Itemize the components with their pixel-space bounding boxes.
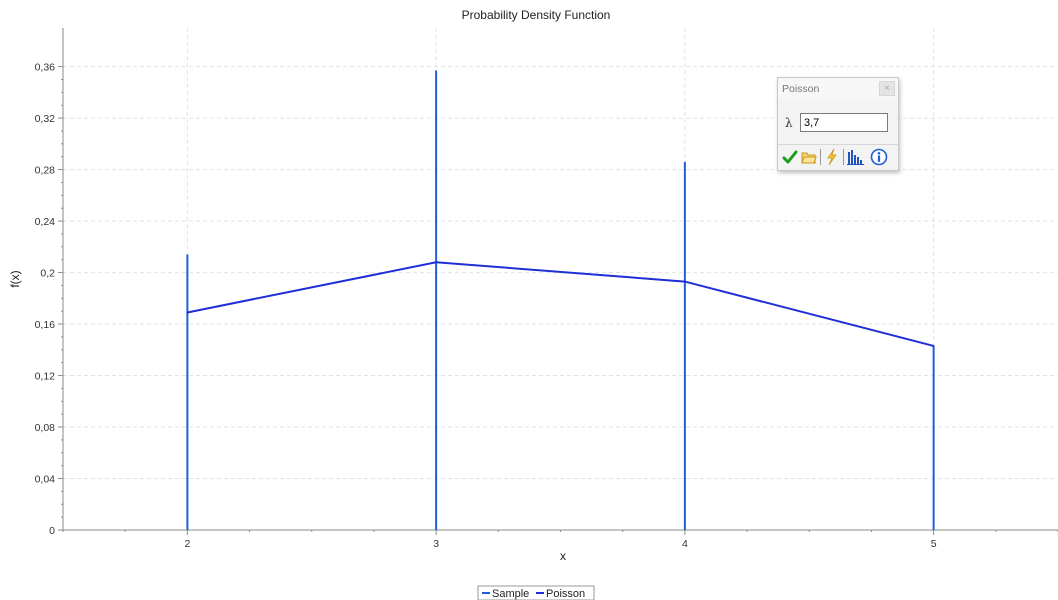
lightning-icon[interactable]: [824, 148, 840, 166]
toolbar-separator: [843, 149, 844, 165]
y-tick-label: 0,08: [35, 422, 56, 434]
distribution-panel: Poisson × λ: [777, 77, 899, 171]
grid: [63, 28, 1058, 530]
series: [186, 70, 935, 530]
lambda-input[interactable]: [800, 113, 888, 132]
panel-divider: [778, 144, 898, 145]
poisson-line: [187, 261, 934, 347]
ticks: 0 0,04 0,08 0,12 0,16 0,2 0,24 0,28 0,32 0,36 2 3 4 5: [35, 62, 1058, 550]
legend-label-sample: Sample: [492, 588, 529, 600]
x-tick-label: 4: [682, 538, 688, 550]
y-tick-label: 0,04: [35, 474, 56, 486]
y-axis-label: f(x): [8, 270, 22, 287]
legend: Sample Poisson: [477, 585, 595, 600]
apply-icon[interactable]: [782, 148, 798, 166]
y-tick-label: 0,2: [40, 268, 55, 280]
info-icon[interactable]: [870, 148, 888, 166]
lambda-label: λ: [785, 116, 793, 130]
panel-titlebar[interactable]: Poisson ×: [778, 78, 898, 100]
x-tick-label: 3: [433, 538, 439, 550]
y-tick-label: 0,36: [35, 62, 56, 74]
panel-toolbar: [782, 148, 898, 166]
open-folder-icon[interactable]: [801, 148, 817, 166]
close-button[interactable]: ×: [879, 81, 895, 96]
legend-label-poisson: Poisson: [546, 588, 585, 600]
x-tick-label: 5: [931, 538, 937, 550]
axes: [62, 28, 1058, 531]
y-tick-label: 0,28: [35, 165, 56, 177]
y-tick-label: 0: [49, 525, 55, 537]
poisson-point: [186, 311, 189, 314]
x-tick-label: 2: [184, 538, 190, 550]
poisson-point: [684, 280, 686, 283]
panel-title: Poisson: [782, 83, 820, 95]
x-axis-label: x: [560, 549, 566, 563]
y-tick-label: 0,16: [35, 319, 56, 331]
poisson-point: [435, 261, 437, 264]
chart-title: Probability Density Function: [462, 8, 611, 22]
y-tick-label: 0,24: [35, 216, 56, 228]
histogram-icon[interactable]: [847, 148, 864, 166]
y-tick-label: 0,12: [35, 371, 56, 383]
y-tick-label: 0,32: [35, 113, 56, 125]
poisson-point: [932, 345, 935, 347]
toolbar-separator: [820, 149, 821, 165]
